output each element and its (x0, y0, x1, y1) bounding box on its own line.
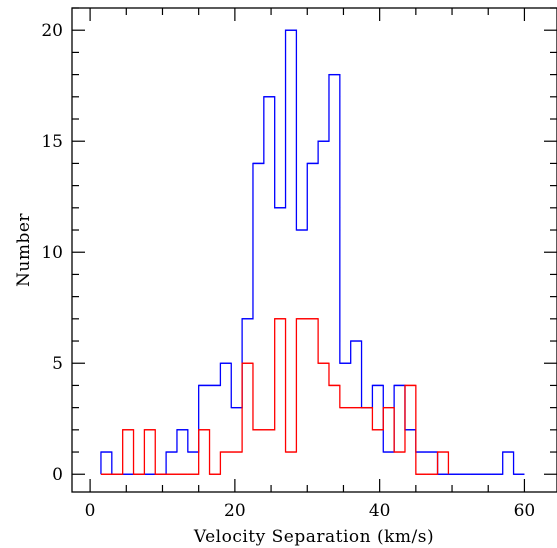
plot-frame (71, 7, 557, 493)
y-axis-label: Number (14, 213, 34, 287)
y-tick-label: 15 (41, 132, 63, 152)
series-2-steps (100, 318, 450, 475)
x-tick-label: 0 (85, 501, 96, 521)
y-tick-label: 20 (41, 21, 63, 41)
x-tick-label: 60 (514, 501, 536, 521)
x-tick-label: 40 (369, 501, 391, 521)
axis-tick-labels: 0 20 40 60 0 5 10 15 20 (41, 21, 535, 521)
series-1-steps (100, 29, 525, 475)
x-tick-label: 20 (224, 501, 246, 521)
y-tick-label: 10 (41, 243, 63, 263)
series-layer (100, 29, 525, 475)
y-tick-label: 0 (52, 465, 63, 485)
series-2 (100, 318, 450, 475)
y-tick-label: 5 (52, 354, 63, 374)
x-axis-label: Velocity Separation (km/s) (193, 527, 434, 547)
axis-ticks (72, 7, 557, 492)
series-1 (100, 29, 525, 475)
